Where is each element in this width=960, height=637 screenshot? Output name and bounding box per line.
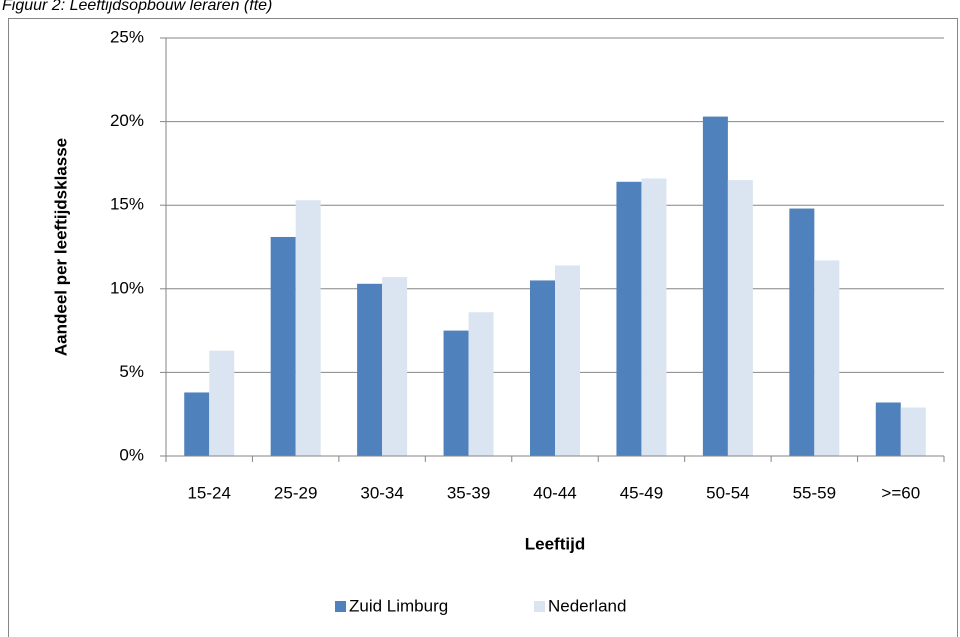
- legend-label: Nederland: [548, 596, 626, 615]
- bar: [382, 277, 408, 456]
- bar: [789, 208, 815, 456]
- y-tick-label: 10%: [110, 278, 144, 297]
- bar: [727, 180, 753, 456]
- y-tick-label: 5%: [119, 362, 144, 381]
- bar: [702, 116, 728, 457]
- x-tick-label: 30-34: [360, 483, 403, 502]
- bar: [555, 265, 580, 456]
- x-tick-label: 25-29: [274, 483, 317, 502]
- bar: [468, 312, 494, 456]
- x-tick-label: 15-24: [187, 483, 230, 502]
- bar: [814, 260, 840, 456]
- bar: [443, 330, 469, 456]
- x-tick-label: 40-44: [533, 483, 576, 502]
- bar: [357, 283, 383, 456]
- y-tick-label: 15%: [110, 195, 144, 214]
- legend-swatch: [335, 601, 346, 612]
- x-axis-title: Leeftijd: [525, 534, 585, 553]
- bar: [875, 402, 901, 456]
- x-tick-label: 55-59: [793, 483, 836, 502]
- y-axis-title: Aandeel per leeftijdsklasse: [51, 138, 70, 356]
- bar: [184, 392, 210, 456]
- y-tick-label: 0%: [119, 445, 144, 464]
- bar: [900, 407, 926, 456]
- legend-swatch: [534, 601, 545, 612]
- bar: [641, 178, 667, 456]
- bar: [295, 200, 321, 456]
- x-tick-label: 45-49: [620, 483, 663, 502]
- x-tick-label: 35-39: [447, 483, 490, 502]
- x-tick-label: 50-54: [706, 483, 749, 502]
- bar: [616, 181, 642, 457]
- y-tick-label: 25%: [110, 27, 144, 46]
- chart-title: Figuur 2: Leeftijdsopbouw leraren (fte): [2, 0, 272, 14]
- bar: [209, 350, 235, 456]
- y-tick-label: 20%: [110, 111, 144, 130]
- bar: [530, 280, 555, 456]
- bar: [270, 236, 296, 456]
- x-tick-label: >=60: [881, 483, 920, 502]
- legend-label: Zuid Limburg: [349, 596, 448, 615]
